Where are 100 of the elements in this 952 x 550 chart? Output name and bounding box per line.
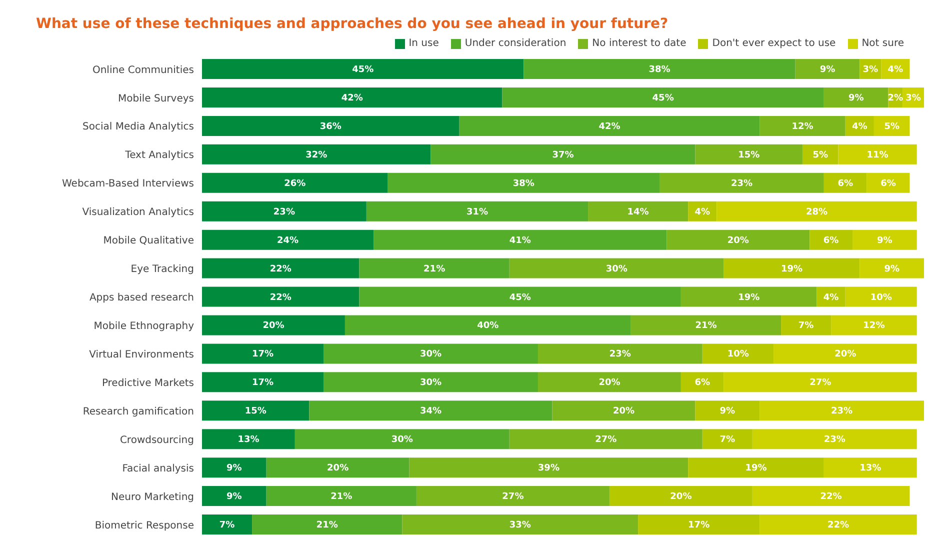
y-tick-label: Social Media Analytics	[82, 122, 194, 133]
y-tick-label: Webcam-Based Interviews	[62, 178, 194, 190]
bar	[774, 344, 917, 364]
data-label: 45%	[652, 93, 674, 104]
data-label: 5%	[884, 122, 900, 132]
data-label: 41%	[509, 236, 531, 246]
bar	[538, 372, 681, 392]
data-label: 28%	[806, 207, 828, 218]
data-label: 17%	[252, 378, 274, 388]
data-label: 26%	[284, 178, 306, 189]
bar	[660, 172, 824, 193]
data-label: 39%	[538, 464, 560, 474]
data-label: 4%	[852, 122, 868, 132]
data-label: 31%	[466, 207, 488, 218]
bar	[409, 458, 688, 478]
data-label: 20%	[670, 492, 692, 502]
bar	[252, 514, 402, 535]
data-label: 20%	[727, 236, 749, 246]
data-label: 32%	[306, 150, 328, 160]
y-tick-label: Research gamification	[82, 406, 194, 418]
data-label: 20%	[327, 464, 349, 474]
y-tick-label: Mobile Ethnography	[94, 321, 194, 332]
bar	[824, 87, 888, 108]
bar	[810, 230, 853, 250]
bar	[695, 144, 802, 164]
bar	[202, 172, 388, 193]
bar	[202, 514, 252, 535]
data-label: 30%	[420, 378, 442, 388]
bar	[459, 116, 760, 136]
bar	[845, 286, 917, 307]
bar	[324, 372, 538, 392]
data-label: 12%	[792, 122, 814, 132]
bar	[202, 144, 431, 164]
legend-label: Not sure	[860, 38, 904, 49]
y-tick-label: Crowdsourcing	[120, 434, 194, 446]
bar	[202, 315, 345, 336]
data-label: 21%	[330, 492, 352, 502]
data-label: 15%	[738, 150, 760, 160]
data-label: 30%	[420, 350, 442, 360]
data-label: 27%	[502, 492, 524, 502]
data-label: 4%	[694, 207, 710, 218]
bar	[524, 59, 796, 79]
bar	[702, 344, 774, 364]
data-label: 11%	[866, 150, 888, 160]
data-label: 21%	[695, 321, 717, 332]
data-label: 9%	[848, 93, 864, 104]
data-label: 2%	[888, 93, 904, 104]
data-label: 27%	[810, 378, 832, 388]
bar	[824, 172, 867, 193]
y-tick-label: Predictive Markets	[102, 378, 194, 389]
bar	[838, 144, 917, 164]
data-label: 42%	[598, 122, 620, 132]
bar	[802, 144, 838, 164]
bar	[374, 230, 667, 250]
data-label: 6%	[694, 378, 710, 388]
bar	[716, 201, 917, 222]
y-tick-label: Facial analysis	[122, 463, 194, 474]
bar	[824, 458, 917, 478]
bar	[702, 429, 752, 450]
data-label: 42%	[341, 93, 363, 104]
bar	[502, 87, 824, 108]
bar	[344, 315, 631, 336]
data-label: 9%	[820, 65, 836, 75]
bar	[294, 429, 510, 450]
data-label: 3%	[862, 65, 878, 75]
bar	[359, 258, 510, 278]
bar	[202, 429, 295, 450]
legend-label: Don't ever expect to use	[711, 38, 836, 49]
bar	[402, 514, 638, 535]
bar	[638, 514, 760, 535]
data-label: 17%	[688, 520, 710, 531]
data-label: 10%	[727, 350, 749, 360]
data-label: 17%	[252, 350, 274, 360]
data-label: 40%	[477, 321, 499, 332]
data-label: 36%	[320, 122, 342, 132]
data-label: 22%	[270, 264, 292, 274]
bar	[781, 315, 832, 336]
bar	[680, 286, 817, 307]
bar	[860, 258, 924, 278]
bar	[680, 372, 724, 392]
legend-label: Under consideration	[464, 38, 566, 49]
bar	[202, 201, 366, 222]
data-label: 23%	[730, 178, 752, 189]
bar	[695, 400, 760, 421]
bar	[688, 458, 824, 478]
data-label: 34%	[420, 406, 442, 417]
bar	[509, 258, 724, 278]
chart-title: What use of these techniques and approaches do you see ahead in your future?	[35, 15, 670, 34]
bar	[366, 201, 588, 222]
bar	[760, 116, 846, 136]
data-label: 13%	[860, 464, 882, 474]
y-tick-label: Visualization Analytics	[82, 207, 194, 218]
bar	[760, 400, 924, 421]
data-label: 23%	[824, 435, 846, 446]
data-label: 21%	[424, 264, 446, 274]
data-label: 7%	[798, 321, 814, 332]
bar	[266, 458, 410, 478]
data-label: 9%	[226, 464, 242, 474]
bar	[202, 372, 324, 392]
data-label: 38%	[648, 65, 670, 75]
